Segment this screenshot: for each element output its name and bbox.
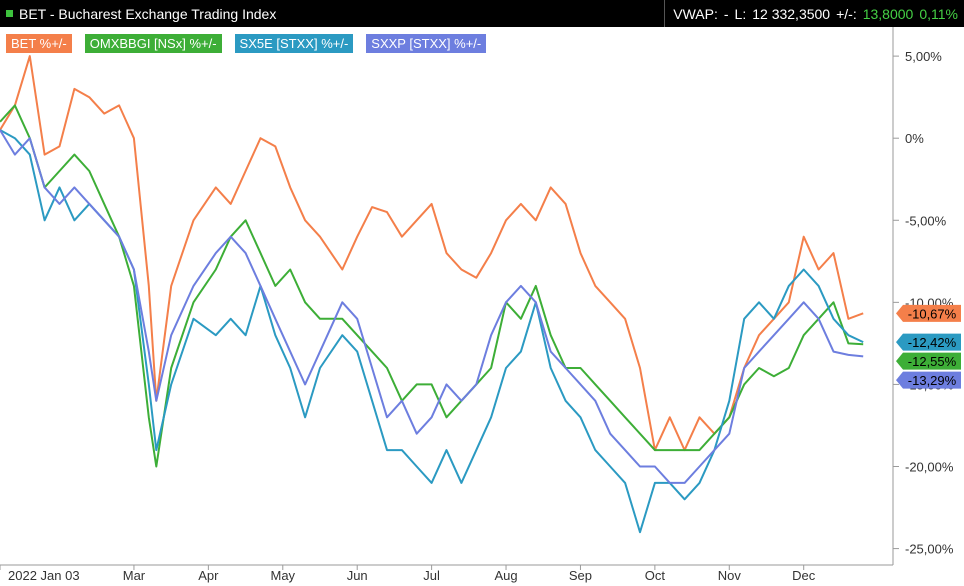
- legend-item-omx[interactable]: OMXBBGI [NSx] %+/-: [84, 34, 222, 53]
- end-label-tag: [896, 333, 961, 351]
- y-axis: 5,00%0%-5,00%-10,00%-15,00%-20,00%-25,00…: [892, 27, 954, 565]
- x-tick-label: Jul: [423, 568, 440, 583]
- x-tick-label: Jun: [347, 568, 368, 583]
- change-percent: 0,11%: [919, 5, 958, 22]
- y-tick-label: -5,00%: [905, 213, 947, 228]
- end-label-tag: [896, 304, 961, 322]
- x-tick-label: Sep: [569, 568, 592, 583]
- header-title-area: BET - Bucharest Exchange Trading Index: [6, 0, 276, 27]
- vwap-label: VWAP:: [673, 5, 718, 22]
- y-tick-label: -20,00%: [905, 460, 954, 475]
- x-tick-label: Dec: [792, 568, 816, 583]
- end-label-text: -10,67%: [908, 306, 957, 321]
- x-tick-label: 2022 Jan 03: [8, 568, 80, 583]
- series-line-3: [0, 129, 864, 484]
- end-labels: -10,67% -12,42% -12,55% -13,29%: [896, 304, 961, 389]
- x-tick-label: Mar: [123, 568, 146, 583]
- header-bar: BET - Bucharest Exchange Trading Index V…: [0, 0, 964, 27]
- series-line-2: [0, 129, 864, 534]
- y-tick-label: 5,00%: [905, 49, 942, 64]
- y-tick-label: -25,00%: [905, 542, 954, 557]
- change-label: +/-:: [836, 5, 857, 22]
- end-label-text: -12,55%: [908, 354, 957, 369]
- end-label-0: -10,67%: [896, 304, 961, 322]
- x-tick-label: Apr: [198, 568, 219, 583]
- x-tick-label: Nov: [718, 568, 742, 583]
- x-axis: 2022 Jan 03 Mar Apr May Jun Jul Aug Sep Oct Nov De…: [0, 564, 893, 583]
- end-label-3: -13,29%: [896, 371, 961, 389]
- last-label: L:: [734, 5, 747, 22]
- x-tick-label: Aug: [494, 568, 517, 583]
- quote-readout: VWAP: - L: 12 332,3500 +/-: 13,8000 0,11…: [664, 0, 964, 27]
- x-tick-label: May: [271, 568, 296, 583]
- status-square-icon: [6, 10, 13, 17]
- end-label-2: -12,42%: [896, 333, 961, 351]
- end-label-text: -13,29%: [908, 373, 957, 388]
- chart-legend: BET %+/- OMXBBGI [NSx] %+/- SX5E [STXX] …: [6, 34, 487, 53]
- legend-item-sx5e[interactable]: SX5E [STXX] %+/-: [234, 34, 354, 53]
- series-line-0: [0, 55, 864, 452]
- x-tick-label: Oct: [645, 568, 666, 583]
- plot-lines: [0, 55, 864, 534]
- chart-title: BET - Bucharest Exchange Trading Index: [19, 5, 277, 22]
- last-value: 12 332,3500: [752, 5, 831, 22]
- end-label-1: -12,55%: [896, 352, 961, 370]
- end-label-text: -12,42%: [908, 335, 957, 350]
- y-tick-label: 0%: [905, 131, 924, 146]
- legend-item-bet[interactable]: BET %+/-: [6, 34, 72, 53]
- end-label-tag: [896, 352, 961, 370]
- change-value: 13,8000: [862, 5, 914, 22]
- legend-item-sxxp[interactable]: SXXP [STXX] %+/-: [366, 34, 487, 53]
- end-label-tag: [896, 371, 961, 389]
- vwap-value: -: [723, 5, 729, 22]
